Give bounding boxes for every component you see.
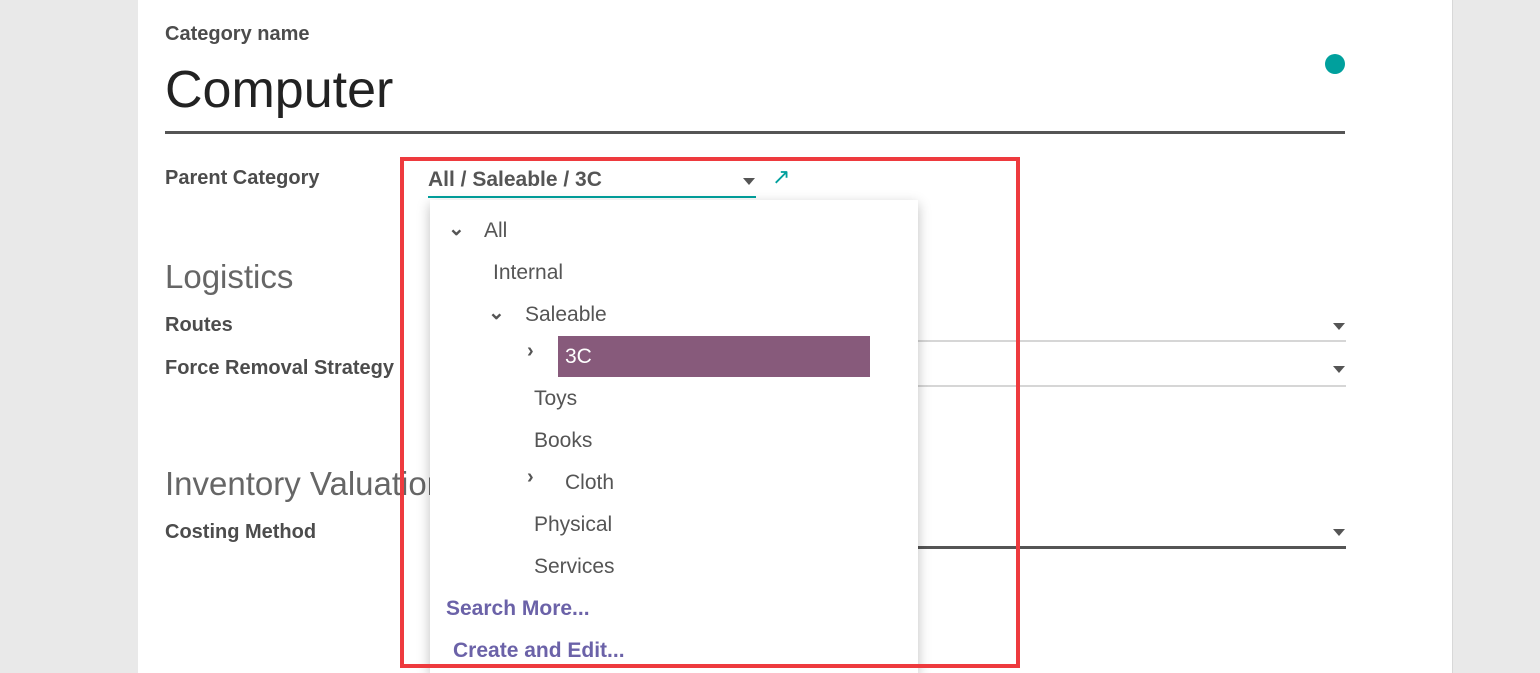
- routes-label: Routes: [165, 314, 233, 336]
- option-cloth[interactable]: Cloth: [565, 471, 615, 494]
- routes-field[interactable]: [918, 340, 1346, 342]
- chevron-right-icon[interactable]: ›: [527, 466, 534, 488]
- costing-method-field[interactable]: [918, 546, 1346, 549]
- option-internal[interactable]: Internal: [493, 261, 564, 284]
- category-name-label: Category name: [165, 23, 310, 45]
- option-physical[interactable]: Physical: [534, 513, 613, 536]
- option-saleable[interactable]: Saleable: [525, 303, 607, 326]
- option-toys[interactable]: Toys: [534, 387, 578, 410]
- chevron-right-icon[interactable]: ›: [527, 340, 534, 362]
- option-3c[interactable]: 3C: [565, 345, 592, 368]
- globe-icon[interactable]: [1325, 54, 1345, 74]
- external-link-icon[interactable]: ↗: [772, 164, 791, 189]
- parent-underline: [428, 196, 756, 198]
- costing-caret-icon[interactable]: [1333, 529, 1345, 536]
- costing-method-label: Costing Method: [165, 521, 317, 543]
- category-name-input[interactable]: Computer: [165, 61, 394, 119]
- routes-caret-icon[interactable]: [1333, 323, 1345, 330]
- chevron-down-icon[interactable]: ⌄: [488, 302, 505, 324]
- name-underline: [165, 131, 1345, 134]
- removal-strategy-field[interactable]: [918, 385, 1346, 387]
- parent-category-dropdown: [430, 200, 918, 673]
- parent-category-label: Parent Category: [165, 167, 320, 189]
- search-more-link[interactable]: Search More...: [446, 597, 590, 620]
- parent-category-input[interactable]: All / Saleable / 3C: [428, 168, 602, 191]
- option-books[interactable]: Books: [534, 429, 593, 452]
- logistics-heading: Logistics: [165, 258, 294, 295]
- dropdown-caret-icon[interactable]: [743, 178, 755, 185]
- removal-caret-icon[interactable]: [1333, 366, 1345, 373]
- highlight-box: [400, 157, 1020, 668]
- create-and-edit-link[interactable]: Create and Edit...: [453, 639, 625, 662]
- option-all[interactable]: All: [484, 219, 508, 242]
- option-services[interactable]: Services: [534, 555, 615, 578]
- option-3c-selected[interactable]: [558, 336, 870, 377]
- chevron-down-icon[interactable]: ⌄: [448, 218, 465, 240]
- removal-strategy-label: Force Removal Strategy: [165, 357, 394, 379]
- valuation-heading: Inventory Valuation: [165, 465, 446, 502]
